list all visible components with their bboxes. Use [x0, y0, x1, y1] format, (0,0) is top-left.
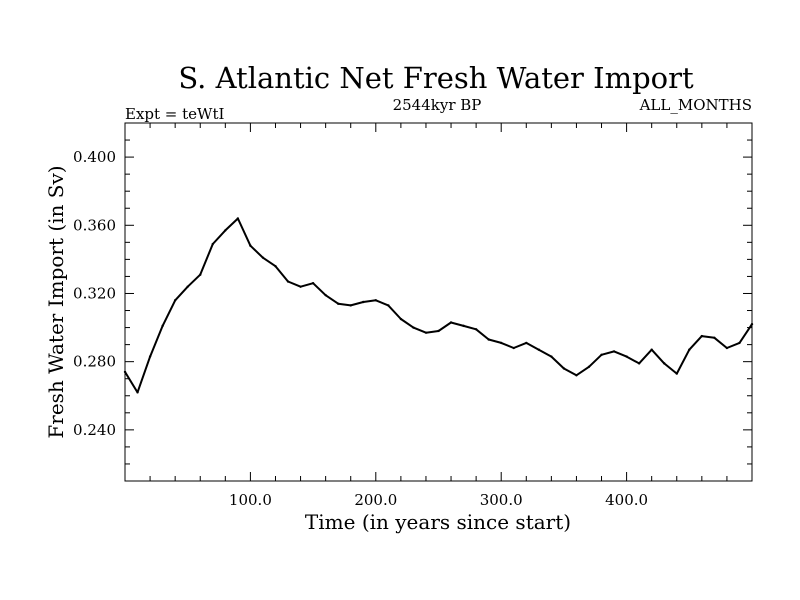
x-tick-label: 200.0: [354, 491, 397, 509]
data-point: [688, 348, 691, 351]
data-point: [675, 372, 678, 375]
data-point: [249, 244, 252, 247]
data-point: [600, 353, 603, 357]
data-point: [449, 321, 453, 324]
data-point: [299, 285, 302, 288]
x-tick-label: 300.0: [480, 491, 523, 509]
data-point: [387, 304, 390, 307]
y-tick-label: 0.320: [73, 284, 116, 302]
data-point: [725, 346, 729, 350]
data-point: [650, 348, 653, 351]
data-point: [575, 374, 578, 377]
y-tick-label: 0.360: [73, 216, 116, 234]
x-tick-label: 100.0: [229, 491, 272, 509]
data-point: [550, 355, 553, 358]
data-point: [700, 334, 704, 338]
data-point: [173, 299, 177, 302]
plot-frame: [124, 122, 753, 482]
time-period-label: 2544kyr BP: [393, 96, 482, 114]
data-point: [738, 341, 741, 345]
data-point: [500, 341, 503, 345]
y-axis: [125, 139, 752, 465]
data-point: [211, 242, 214, 246]
data-point: [236, 217, 240, 220]
y-tick-labels: 0.240 0.280 0.320 0.360 0.400: [73, 148, 116, 439]
data-point: [349, 304, 352, 307]
y-tick-label: 0.240: [73, 421, 116, 439]
months-label: ALL_MONTHS: [639, 96, 752, 114]
data-point: [362, 300, 365, 304]
x-tick-labels: 100.0 200.0 300.0 400.0: [229, 491, 648, 509]
data-point: [136, 391, 139, 394]
chart-title: S. Atlantic Net Fresh Water Import: [178, 61, 694, 95]
data-point: [286, 280, 290, 283]
data-point: [148, 355, 152, 358]
data-point: [161, 324, 164, 328]
data-point: [462, 324, 465, 328]
data-point: [224, 229, 227, 232]
data-point: [625, 355, 628, 358]
data-point: [424, 331, 428, 334]
data-point: [612, 350, 616, 353]
fresh-water-import-line: [124, 217, 753, 394]
data-point: [399, 317, 403, 321]
data-point: [474, 328, 478, 331]
data-point: [663, 362, 666, 365]
x-axis: [149, 123, 728, 481]
data-point: [525, 341, 528, 345]
data-point: [186, 285, 189, 288]
data-point: [562, 367, 566, 370]
experiment-label: Expt = teWtI: [125, 105, 224, 123]
data-point: [637, 362, 641, 365]
data-point: [587, 365, 591, 368]
data-points: [123, 217, 754, 394]
x-tick-label: 400.0: [605, 491, 648, 509]
data-point: [537, 348, 541, 351]
data-point: [713, 336, 716, 339]
data-point: [512, 346, 515, 350]
data-point: [750, 322, 754, 326]
data-point: [336, 302, 340, 305]
y-tick-label: 0.400: [73, 148, 116, 166]
x-axis-label: Time (in years since start): [305, 510, 571, 534]
data-point: [261, 256, 265, 259]
data-point: [123, 370, 127, 374]
data-point: [274, 265, 277, 268]
data-point: [374, 299, 377, 302]
data-point: [324, 293, 327, 297]
data-point: [311, 282, 315, 285]
data-point: [412, 326, 415, 329]
data-point: [199, 273, 202, 276]
y-tick-label: 0.280: [73, 353, 116, 371]
data-point: [437, 329, 440, 333]
y-axis-label: Fresh Water Import (in Sv): [44, 165, 68, 438]
data-point: [487, 338, 490, 341]
